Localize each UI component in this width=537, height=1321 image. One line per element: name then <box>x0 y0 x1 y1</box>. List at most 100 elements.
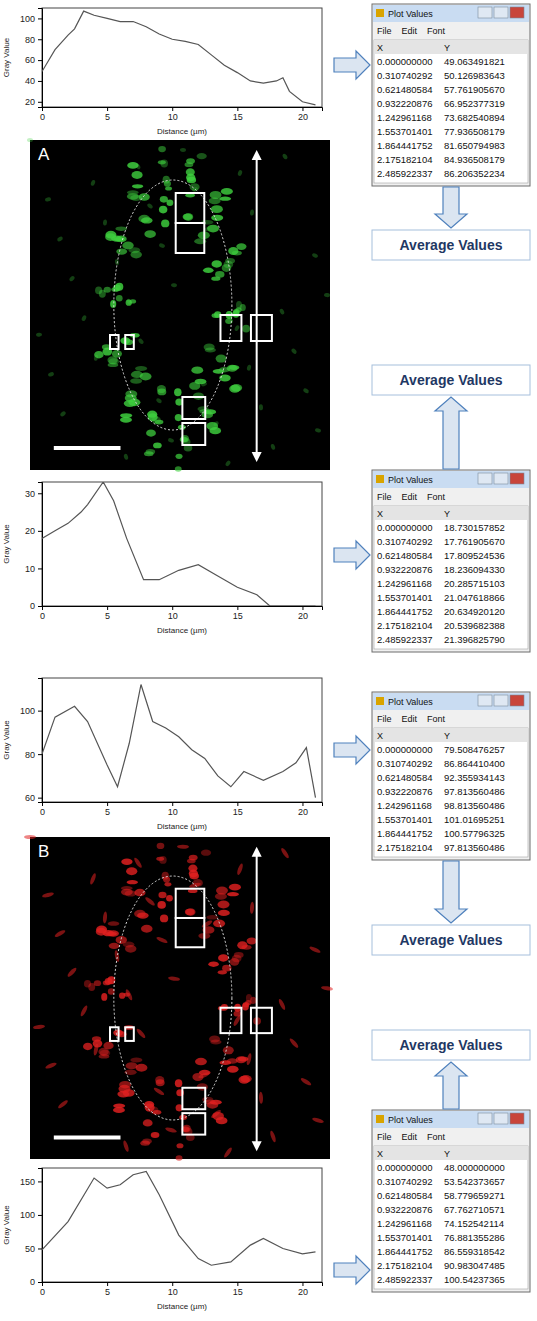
texture-blob <box>195 1058 207 1065</box>
texture-blob <box>130 378 142 383</box>
x-tick-label: 10 <box>168 112 178 122</box>
y-tick-mark <box>38 18 42 19</box>
title-bar <box>373 693 529 710</box>
x-axis-line <box>43 803 323 807</box>
texture-blob <box>141 217 152 223</box>
x-tick-label: 5 <box>105 611 110 621</box>
y-tick: 10 <box>25 564 42 574</box>
texture-blob <box>183 213 193 221</box>
micrograph: A <box>27 138 330 472</box>
table-cell: 0.621480584 <box>377 84 432 95</box>
y-tick-label: 50 <box>25 1244 35 1254</box>
y-tick: 60 <box>25 55 42 65</box>
roi-box <box>110 335 119 349</box>
profile-chart: 051015200102030Distance (µm)Gray Value <box>2 482 323 635</box>
texture-blob <box>201 850 211 856</box>
window-title: Plot Values <box>388 1115 433 1125</box>
texture-blob <box>218 910 230 916</box>
table-cell: 18.730157852 <box>444 522 505 533</box>
texture-blob <box>133 857 143 869</box>
texture-blob <box>144 451 154 456</box>
texture-blob <box>56 236 63 242</box>
texture-blob <box>123 453 129 460</box>
table-cell: 1.242961168 <box>377 800 432 811</box>
texture-blob <box>155 397 162 404</box>
table-cell: 0.310740292 <box>377 1176 432 1187</box>
window-icon <box>376 697 384 705</box>
table-cell: 1.864441752 <box>377 1246 432 1257</box>
plot-values-window: Plot ValuesFileEditFontXY0.00000000079.5… <box>372 692 530 860</box>
x-tick-label: 0 <box>40 112 45 122</box>
table-cell: 0.310740292 <box>377 70 432 81</box>
x-tick: 15 <box>233 1282 243 1297</box>
texture-blob <box>108 930 119 937</box>
average-box-frame <box>372 1030 530 1060</box>
texture-blob <box>79 1005 88 1017</box>
texture-blob <box>114 950 120 963</box>
x-axis-line <box>43 108 323 112</box>
x-tick: 20 <box>298 606 308 621</box>
y-tick-label: 0 <box>30 1277 35 1287</box>
x-tick-mark <box>302 606 303 610</box>
arrow-head <box>252 1141 262 1151</box>
texture-blob <box>90 179 96 186</box>
x-tick-mark <box>302 107 303 111</box>
table-cell: 100.57796325 <box>444 828 505 839</box>
texture-blob <box>131 171 142 179</box>
y-axis-title: Gray Value <box>2 37 11 77</box>
table-cell: 1.864441752 <box>377 140 432 151</box>
roi-box <box>251 1008 272 1033</box>
y-tick: 80 <box>25 35 42 45</box>
window-button <box>478 473 492 484</box>
texture-blob <box>259 404 263 410</box>
micrograph: B <box>24 835 333 1161</box>
texture-blob <box>139 193 150 201</box>
table-cell: 0.621480584 <box>377 1190 432 1201</box>
flow-arrow <box>334 736 370 764</box>
menu-item: File <box>377 26 392 36</box>
x-tick: 15 <box>233 802 243 817</box>
texture-blob <box>270 443 276 450</box>
y-tick-label: 20 <box>25 526 35 536</box>
table-area <box>374 1146 528 1289</box>
y-tick-label: 60 <box>25 55 35 65</box>
texture-blob <box>146 429 156 436</box>
texture-blob <box>153 1086 165 1096</box>
table-cell: 92.355934143 <box>444 772 505 783</box>
texture-blob <box>205 348 216 353</box>
texture-blob <box>212 313 219 318</box>
texture-blob <box>225 460 232 467</box>
table-cell: 67.762710571 <box>444 1204 505 1215</box>
y-tick: 80 <box>25 750 42 760</box>
texture-blob <box>233 310 240 317</box>
x-tick: 5 <box>105 606 110 621</box>
texture-blob <box>203 268 214 273</box>
texture-blob <box>208 961 219 966</box>
texture-blob <box>282 153 289 160</box>
table-cell: 20.285715103 <box>444 578 505 589</box>
average-label: Average Values <box>400 372 503 388</box>
texture-blob <box>158 146 166 152</box>
y-axis-line <box>38 9 43 108</box>
texture-blob <box>134 889 145 897</box>
plot-values-window: Plot ValuesFileEditFontXY0.00000000049.0… <box>372 4 530 186</box>
texture-blob <box>197 406 208 411</box>
texture-blob <box>278 998 287 1011</box>
texture-blob <box>186 908 196 916</box>
texture-blob <box>45 1061 58 1069</box>
texture-blob <box>165 186 172 190</box>
roi-box <box>125 1027 134 1041</box>
table-area <box>374 506 528 649</box>
arrow-head <box>252 847 262 857</box>
x-tick-label: 5 <box>105 1287 110 1297</box>
scale-bar <box>54 1136 121 1140</box>
texture-blob <box>165 1126 178 1133</box>
texture-blob <box>300 1077 312 1087</box>
texture-blob <box>157 901 165 909</box>
table-cell: 1.864441752 <box>377 828 432 839</box>
x-tick-label: 15 <box>233 611 243 621</box>
texture-blob <box>197 153 207 159</box>
texture-blob <box>180 437 188 442</box>
texture-blob <box>246 364 251 371</box>
texture-blob <box>164 181 171 187</box>
